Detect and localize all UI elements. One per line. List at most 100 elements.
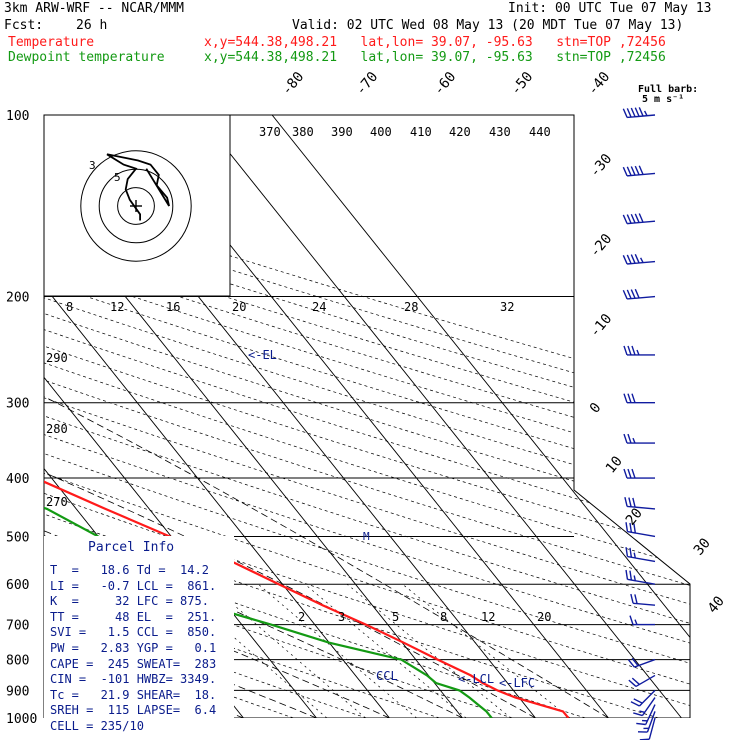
parcel-info-row: T = 18.6 Td = 14.2 [50,563,209,577]
wind-barb [623,468,655,479]
full-barb-units: 5 m s⁻¹ [642,94,685,105]
pressure-tick-label: 800 [6,654,29,669]
ccl-marker: CCL [376,669,398,683]
m-marker: M [363,530,370,543]
wind-barb [622,288,656,300]
parcel-info-row: TT = 48 EL = 251. [50,609,217,624]
isotherm-tick-label: -50 [508,69,537,99]
dry-adiabat-line [44,115,690,718]
wind-barb [623,393,655,404]
isotherm-tick-label: 30 [691,535,714,558]
full-barb-label: Full barb: [638,84,699,95]
pressure-tick-label: 400 [6,472,29,487]
hodograph-speed-label: 8 [66,300,73,314]
dry-adiabat-line [44,115,690,718]
lcl-marker: <-LCL [458,672,494,686]
wind-barb [636,704,656,726]
legend-location-temperature: x,y=544.38,498.21 lat,lon= 39.07, -95.63… [204,35,666,50]
wind-barb [633,697,656,717]
parcel-info-title: Parcel Info [88,540,175,555]
wind-barb [630,689,656,707]
moist-adiabat-line [44,296,609,718]
isotherm-line [198,115,682,718]
parcel-info-row: CAPE = 245 SWEAT= 283 [50,656,217,671]
forecast-hour-value: 26 h [76,18,108,33]
dry-adiabat-tick-label: 280 [46,422,68,436]
wind-barb [625,569,656,585]
dry-adiabat-line [44,115,690,718]
hodograph-speed-label: 12 [110,300,124,314]
dry-adiabat-tick-label: 270 [46,495,68,509]
wind-barb [622,107,656,119]
wind-barb [627,657,656,668]
wind-barb [629,615,655,626]
isotherm-tick-label: -30 [587,151,616,181]
parcel-info-row: SREH = 115 LAPSE= 6.4 [50,703,217,718]
isotherm-tick-label: -70 [353,69,382,99]
mixing-ratio-line [257,583,417,718]
parcel-info-row: SVI = 1.5 CCL = 850. [50,625,217,640]
pressure-tick-label: 900 [6,684,29,699]
dry-adiabat-line [44,115,690,718]
hodograph-ring [80,150,192,262]
mixing-ratio-tick-label: 8 [440,610,447,624]
mixing-ratio-tick-label: 3 [338,610,345,624]
wind-barb [624,497,656,510]
theta-tick-label: 420 [449,125,471,139]
hodograph-ring [117,187,155,225]
wind-barb [625,522,656,538]
hodograph-speed-label: 16 [166,300,180,314]
legend-location-dewpoint: x,y=544.38,498.21 lat,lon= 39.07, -95.63… [204,50,666,65]
pressure-tick-label: 100 [6,109,29,124]
pressure-tick-label: 1000 [6,712,37,727]
mixing-ratio-line [209,583,366,718]
parcel-info-row: CIN = -101 HWBZ= 3349. [50,672,217,687]
theta-tick-label: 380 [292,125,314,139]
parcel-info-panel [44,536,234,736]
hodograph-speed-label: 28 [404,300,418,314]
isotherm-tick-label: 40 [705,593,728,616]
parcel-info-rows: T = 18.6 Td = 14.2 LI = -0.7 LCL = 861. K … [50,563,216,735]
hodograph-ring-label: 5 [114,171,121,184]
theta-tick-label: 370 [259,125,281,139]
theta-tick-label: 390 [331,125,353,139]
isotherm-line [44,115,317,718]
isotherm-tick-label: -40 [585,69,614,99]
dry-adiabat-line [44,115,690,718]
model-title: 3km ARW-WRF -- NCAR/MMM [4,1,185,16]
pressure-tick-label: 700 [6,619,29,634]
parcel-info-row: PW = 2.83 YGP = 0.1 [50,640,217,655]
mixing-ratio-line [346,583,512,718]
mixing-ratio-tick-label: 5 [392,610,399,624]
wind-barb [637,711,656,733]
isotherm-line [44,115,390,718]
isotherm-line [271,115,690,718]
wind-barb [622,165,656,177]
wind-barb [625,547,656,563]
parcel-info-row: CELL = 235/10 [50,718,144,733]
isotherm-tick-label: -20 [587,231,616,261]
hodograph-speed-label: 24 [312,300,326,314]
wind-barb [622,213,656,225]
hodograph-trace [106,153,170,221]
pressure-tick-label: 200 [6,291,29,306]
parcel-info-row: K = 32 LFC = 875. [50,594,209,609]
mixing-ratio-tick-label: 2 [298,610,305,624]
theta-tick-label: 430 [489,125,511,139]
forecast-hour-label: Fcst: [4,18,44,33]
theta-tick-label: 410 [410,125,432,139]
isotherm-tick-label: 0 [587,400,605,417]
pressure-tick-label: 500 [6,530,29,545]
theta-tick-label: 440 [529,125,551,139]
dry-adiabat-line [44,115,690,718]
moist-adiabat-line [44,296,536,718]
init-time: Init: 00 UTC Tue 07 May 13 [508,1,712,16]
parcel-info-row: LI = -0.7 LCL = 861. [50,578,217,593]
el-marker: <-EL [248,348,277,362]
dry-adiabat-line [44,115,690,718]
isotherm-tick-label: 10 [603,453,626,476]
valid-time: Valid: 02 UTC Wed 08 May 13 (20 MDT Tue … [292,18,684,33]
wind-barb [628,674,656,688]
wind-barb [623,345,655,356]
dry-adiabat-line [44,115,440,718]
